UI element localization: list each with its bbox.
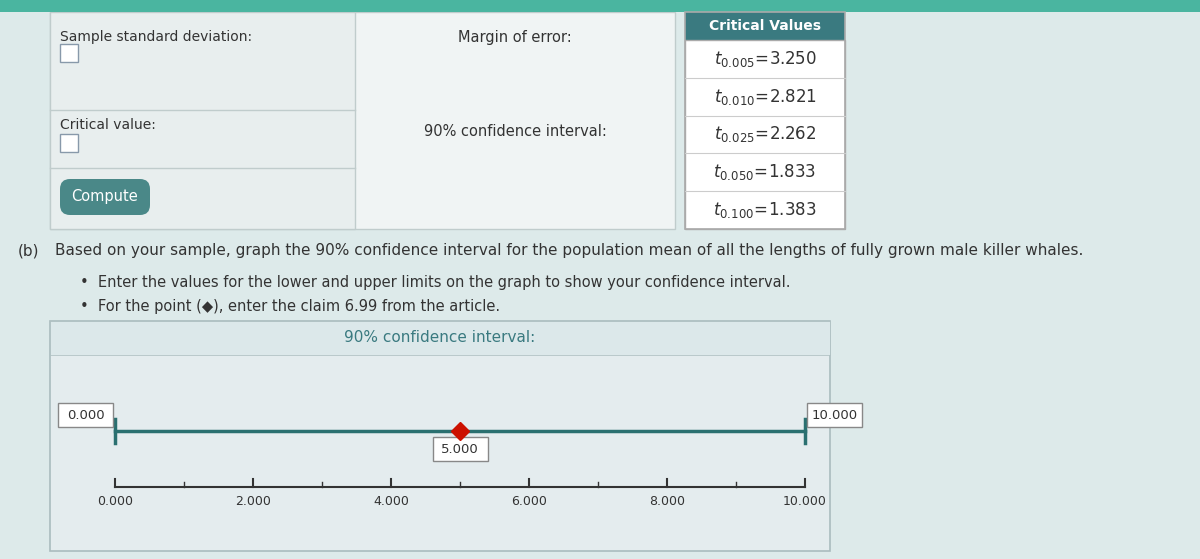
FancyBboxPatch shape	[58, 404, 113, 428]
Text: •  For the point (◆), enter the claim 6.99 from the article.: • For the point (◆), enter the claim 6.9…	[80, 299, 500, 314]
Text: 6.000: 6.000	[511, 495, 547, 508]
Text: 8.000: 8.000	[649, 495, 685, 508]
Text: 2.000: 2.000	[235, 495, 271, 508]
Text: 10.000: 10.000	[811, 409, 858, 422]
FancyBboxPatch shape	[808, 404, 862, 428]
Text: •  Enter the values for the lower and upper limits on the graph to show your con: • Enter the values for the lower and upp…	[80, 275, 791, 290]
Text: Compute: Compute	[72, 190, 138, 205]
Text: Critical value:: Critical value:	[60, 117, 156, 132]
Text: 10.000: 10.000	[784, 495, 827, 508]
FancyBboxPatch shape	[50, 12, 355, 229]
Text: $t_{0.025}\!=\!2.262$: $t_{0.025}\!=\!2.262$	[714, 125, 816, 144]
FancyBboxPatch shape	[0, 0, 1200, 12]
Text: $t_{0.010}\!=\!2.821$: $t_{0.010}\!=\!2.821$	[714, 87, 816, 107]
FancyBboxPatch shape	[60, 179, 150, 215]
Text: 0.000: 0.000	[97, 495, 133, 508]
FancyBboxPatch shape	[50, 321, 830, 551]
FancyBboxPatch shape	[50, 321, 830, 355]
Text: Critical Values: Critical Values	[709, 19, 821, 33]
Text: 5.000: 5.000	[442, 443, 479, 456]
Text: 4.000: 4.000	[373, 495, 409, 508]
Text: Based on your sample, graph the 90% confidence interval for the population mean : Based on your sample, graph the 90% conf…	[55, 243, 1084, 258]
Text: 90% confidence interval:: 90% confidence interval:	[424, 124, 606, 139]
FancyBboxPatch shape	[50, 12, 674, 229]
Text: 90% confidence interval:: 90% confidence interval:	[344, 330, 535, 345]
FancyBboxPatch shape	[685, 12, 845, 40]
Text: (b): (b)	[18, 243, 40, 258]
Text: $t_{0.050}\!=\!1.833$: $t_{0.050}\!=\!1.833$	[714, 162, 816, 182]
Text: $t_{0.100}\!=\!1.383$: $t_{0.100}\!=\!1.383$	[713, 200, 817, 220]
FancyBboxPatch shape	[60, 134, 78, 151]
Text: $t_{0.005}\!=\!3.250$: $t_{0.005}\!=\!3.250$	[714, 49, 816, 69]
Text: Sample standard deviation:: Sample standard deviation:	[60, 30, 252, 44]
Text: 0.000: 0.000	[67, 409, 104, 422]
FancyBboxPatch shape	[60, 44, 78, 62]
Text: Margin of error:: Margin of error:	[458, 30, 572, 45]
FancyBboxPatch shape	[432, 437, 487, 461]
FancyBboxPatch shape	[685, 40, 845, 229]
